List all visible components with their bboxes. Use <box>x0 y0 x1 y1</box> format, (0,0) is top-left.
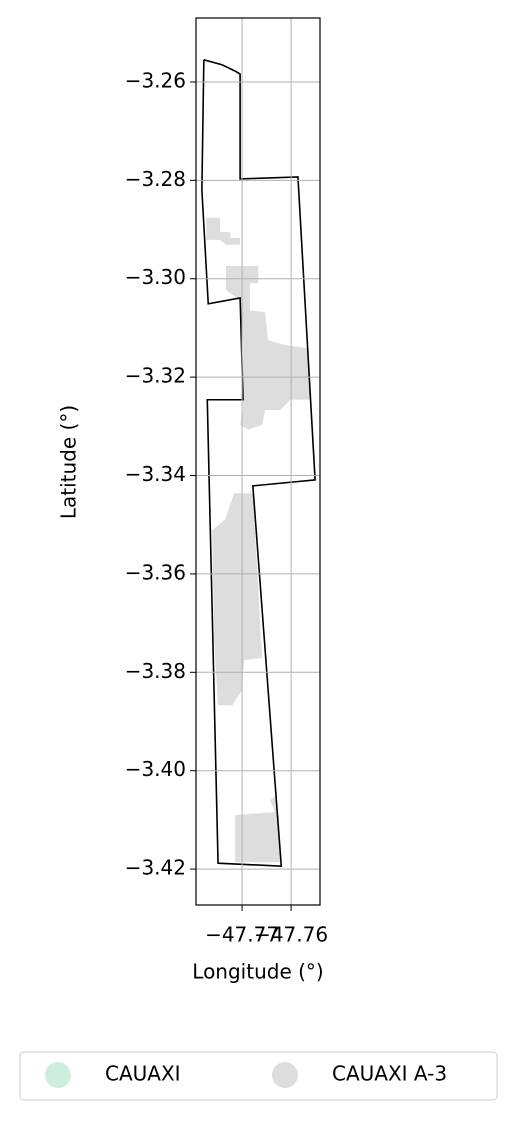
boundary-outline <box>201 59 316 867</box>
y-tick-label: −3.40 <box>125 757 186 781</box>
y-tick-label: −3.30 <box>125 265 186 289</box>
area-shape <box>235 795 282 863</box>
area-shape <box>225 265 311 430</box>
x-tick-label: −47.76 <box>254 923 328 947</box>
legend-marker <box>45 1062 71 1088</box>
y-tick-label: −3.26 <box>125 68 186 92</box>
legend-marker <box>272 1062 298 1088</box>
y-tick-label: −3.28 <box>125 167 186 191</box>
legend-label: CAUAXI A-3 <box>332 1062 447 1086</box>
x-axis-label: Longitude (°) <box>192 960 323 984</box>
area-shape <box>212 493 263 706</box>
area-shape <box>206 217 241 245</box>
y-axis-label: Latitude (°) <box>57 405 81 519</box>
axes-frame <box>195 17 321 906</box>
legend-box <box>19 1051 498 1101</box>
y-tick-label: −3.34 <box>125 462 186 486</box>
y-tick-label: −3.32 <box>125 364 186 388</box>
y-tick-label: −3.38 <box>125 659 186 683</box>
x-tick-label: −47.77 <box>205 923 279 947</box>
y-tick-label: −3.36 <box>125 560 186 584</box>
legend-label: CAUAXI <box>105 1062 181 1086</box>
y-tick-label: −3.42 <box>125 856 186 880</box>
